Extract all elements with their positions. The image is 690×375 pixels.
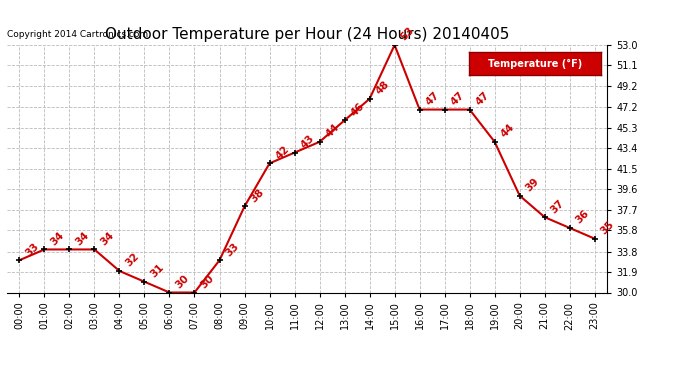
- Text: 44: 44: [324, 122, 342, 140]
- Text: 33: 33: [23, 241, 41, 258]
- Text: 38: 38: [248, 187, 266, 204]
- Text: 34: 34: [48, 230, 66, 247]
- Text: 46: 46: [348, 101, 366, 118]
- Text: 48: 48: [374, 79, 391, 97]
- Text: 47: 47: [448, 90, 466, 107]
- Text: 42: 42: [274, 144, 291, 161]
- Text: 32: 32: [124, 252, 141, 269]
- Text: Copyright 2014 Cartronics.com: Copyright 2014 Cartronics.com: [7, 30, 148, 39]
- Text: 31: 31: [148, 262, 166, 280]
- Text: 47: 47: [424, 90, 442, 107]
- Text: 30: 30: [174, 273, 191, 290]
- Text: 35: 35: [599, 219, 616, 237]
- Text: 33: 33: [224, 241, 241, 258]
- Text: 34: 34: [74, 230, 91, 247]
- Text: 37: 37: [549, 198, 566, 215]
- Text: 47: 47: [474, 90, 491, 107]
- Title: Outdoor Temperature per Hour (24 Hours) 20140405: Outdoor Temperature per Hour (24 Hours) …: [105, 27, 509, 42]
- Text: 36: 36: [574, 209, 591, 226]
- Text: 53: 53: [399, 26, 416, 43]
- Text: 39: 39: [524, 176, 541, 194]
- Text: 34: 34: [99, 230, 116, 247]
- Text: 30: 30: [199, 273, 216, 290]
- Text: 43: 43: [299, 133, 316, 150]
- Text: 44: 44: [499, 122, 516, 140]
